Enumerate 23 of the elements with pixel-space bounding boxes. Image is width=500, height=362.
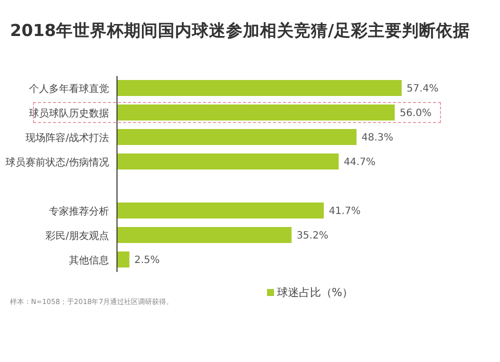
legend-label: 球迷占比（%） <box>276 285 354 300</box>
y-tick-label: 其他信息 <box>69 254 109 266</box>
data-label: 57.4% <box>406 84 438 94</box>
bar <box>117 104 395 120</box>
y-tick-label: 球员球队历史数据 <box>29 107 109 120</box>
y-tick-label: 球员赛前状态/伤病情况 <box>6 156 109 168</box>
bar <box>117 129 357 145</box>
chart-title: 2018年世界杯期间国内球迷参加相关竞猜/足彩主要判断依据 <box>10 20 470 42</box>
bar <box>117 154 339 170</box>
y-tick-label: 现场阵容/战术打法 <box>26 132 109 144</box>
y-tick-label: 专家推荐分析 <box>49 205 109 218</box>
data-label: 56.0% <box>400 108 432 119</box>
bar <box>117 227 292 243</box>
data-label: 35.2% <box>296 230 328 242</box>
data-label: 44.7% <box>344 157 376 168</box>
data-label: 2.5% <box>134 255 160 266</box>
y-tick-label: 彩民/朋友观点 <box>46 230 109 242</box>
data-label: 48.3% <box>362 132 394 144</box>
bar <box>117 252 130 268</box>
bar <box>117 202 324 218</box>
data-label: 41.7% <box>328 206 361 217</box>
y-tick-label: 个人多年看球直觉 <box>29 82 109 95</box>
bar <box>117 80 402 96</box>
